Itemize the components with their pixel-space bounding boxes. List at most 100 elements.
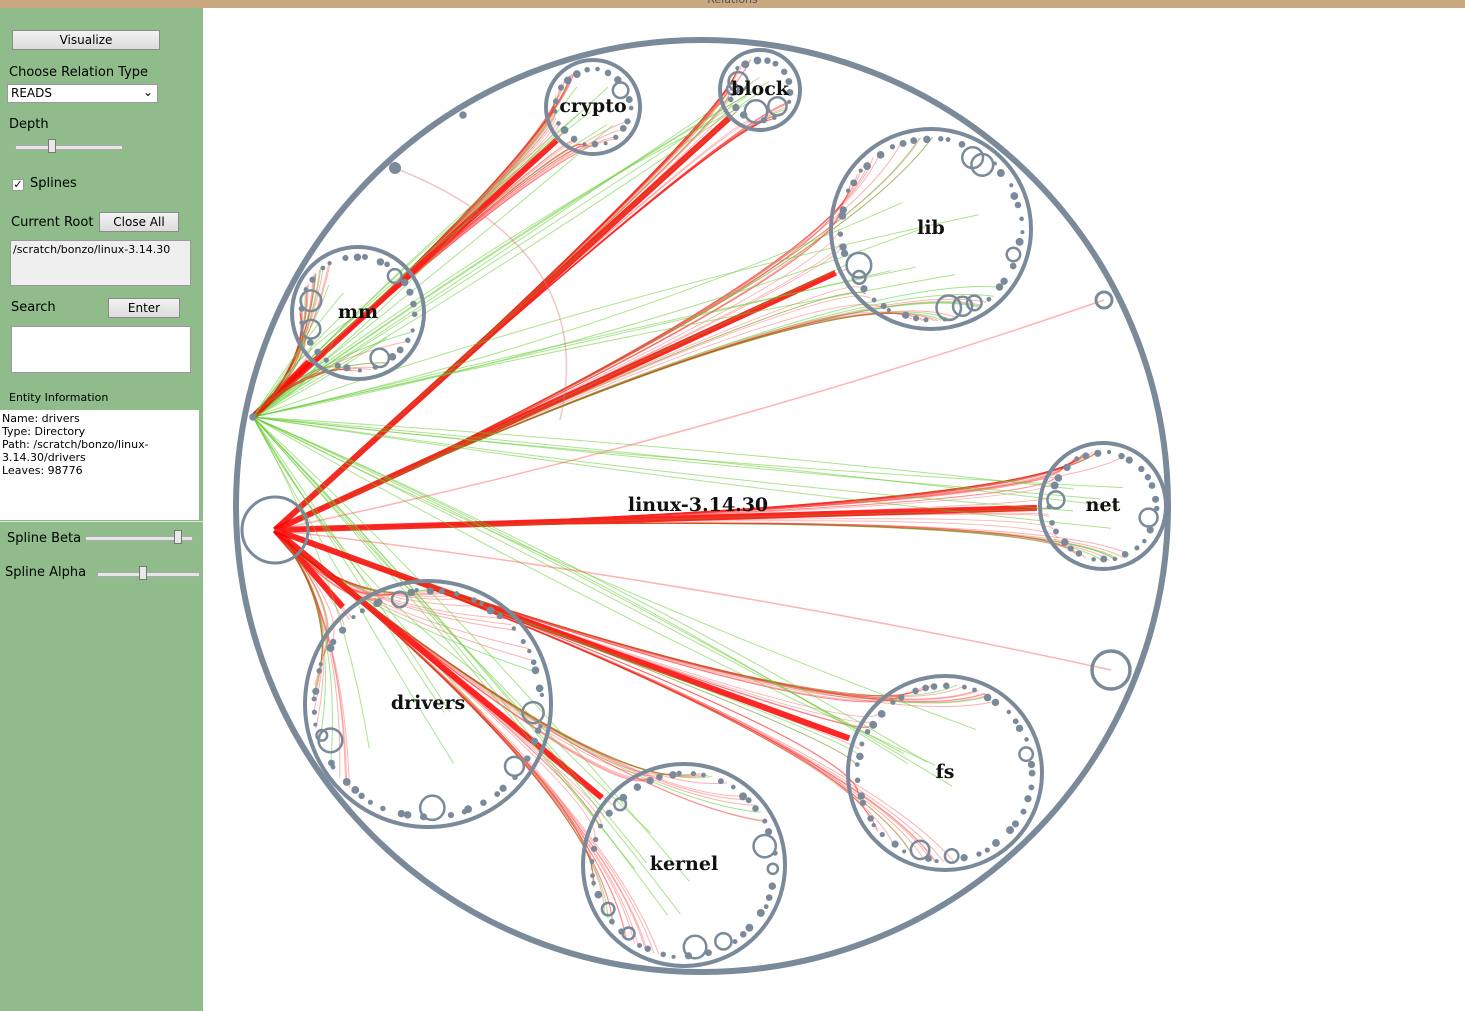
edge [252,202,902,418]
window-title: Relations [707,0,758,6]
edge [252,416,652,834]
leaf-circle [1014,201,1022,209]
edge [274,529,925,860]
edge [252,416,909,765]
edge [394,167,568,421]
leaf-circle [902,849,907,854]
search-input[interactable] [11,326,191,373]
spline-beta-thumb[interactable] [174,530,182,544]
leaf-circle [854,762,860,767]
leaf-circle [767,95,788,117]
edge [252,416,636,870]
leaf-circle [556,121,561,126]
leaf-circle [376,258,385,266]
leaf-circle [1012,718,1019,725]
leaf-circle [684,952,693,960]
visualize-button[interactable]: Visualize [12,30,160,50]
leaf-circle [303,287,309,292]
leaf-circle [867,815,874,822]
leaf-circle [1054,474,1063,482]
edge [252,416,1119,508]
leaf-circle [1028,769,1036,777]
entity-info-line: 3.14.30/drivers [2,451,86,464]
leaf-circle [1125,456,1133,464]
leaf-circle [572,70,581,78]
spline-alpha-thumb[interactable] [139,566,147,580]
leaf-circle [410,300,417,308]
leaf-circle [1009,183,1014,188]
leaf-circle [930,683,938,690]
leaf-circle [552,98,559,105]
edge [274,59,751,531]
entity-info-line: Type: Directory [2,425,86,438]
leaf-circle [447,812,455,819]
edge [274,529,761,813]
leaf-circle [869,720,878,729]
leaf-circle [534,727,542,734]
leaf-circle [1015,237,1024,246]
node-circle [303,579,553,829]
leaf-circle [1049,519,1056,526]
leaf-circle [765,894,773,901]
leaf-circle [353,253,362,261]
leaf-circle [859,741,865,747]
leaf-circle [316,668,322,674]
leaf-circle [397,809,406,818]
edge [274,286,861,531]
edge [252,336,388,418]
leaf-circle [396,346,404,354]
leaf-circle [854,777,861,784]
leaf-circle [320,265,326,271]
leaf-circle [1082,452,1090,460]
edge [274,303,886,531]
relation-type-select[interactable]: READS ⌄ [7,84,158,103]
leaf-circle [386,267,403,285]
node-circle [1090,649,1132,691]
edge [252,72,575,418]
edge [274,476,1057,531]
leaf-circle [1142,538,1147,544]
node-label: fs [936,761,955,783]
leaf-circle [420,813,428,821]
node-circle [240,495,310,565]
leaf-circle [563,76,572,85]
leaf-circle [560,126,569,134]
edge [274,529,600,829]
leaf-circle [313,722,318,727]
leaf-circle [306,339,314,346]
leaf-circle [411,311,418,318]
edge [274,529,1112,671]
title-bar: Relations [0,0,1465,8]
edge [274,529,986,703]
leaf-circle [910,137,918,144]
entity-info-box: Name: drivers Type: Directory Path: /scrat… [0,410,199,520]
splines-checkbox[interactable]: ✓ [12,178,24,191]
leaf-circle [943,847,960,864]
leaf-circle [735,66,740,71]
leaf-circle [338,626,347,634]
leaf-circle [552,108,558,114]
leaf-circle [357,368,362,373]
leaf-circle [611,81,630,100]
leaf-circle [314,348,322,356]
search-label: Search [11,300,56,315]
leaf-circle [739,111,748,119]
close-all-button[interactable]: Close All [99,212,179,232]
depth-slider[interactable] [15,145,123,150]
leaf-circle [902,311,910,319]
leaf-circle [604,69,612,77]
leaf-circle [976,851,982,857]
spline-alpha-slider[interactable] [97,572,200,577]
leaf-circle [1100,555,1108,563]
leaf-circle [570,135,578,143]
edge [274,529,859,794]
edge [274,111,737,531]
leaf-circle [414,588,419,593]
dropdown-arrow: ⌄ [142,85,153,99]
leaf-circle [406,288,414,296]
spline-beta-slider[interactable] [85,536,193,541]
sidebar: Visualize Choose Relation Type READS ⌄ De… [0,8,203,1011]
depth-thumb[interactable] [48,139,56,153]
enter-button[interactable]: Enter [108,298,180,318]
edge [274,529,350,621]
